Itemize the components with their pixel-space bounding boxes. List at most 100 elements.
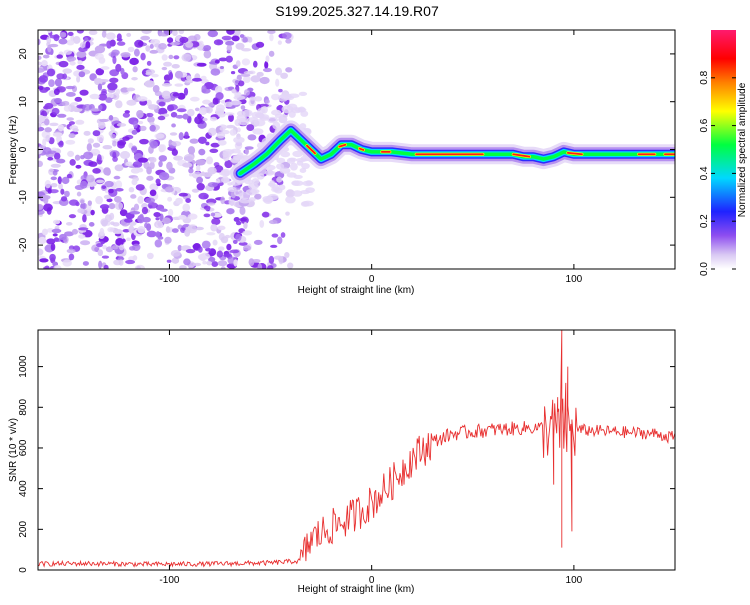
spectrogram-noise-blob: [219, 65, 225, 70]
spectrogram-noise-blob: [259, 219, 265, 228]
spectrogram-noise-blob: [98, 93, 108, 101]
spectrogram-noise-blob: [145, 71, 153, 76]
snr-background: [38, 330, 675, 570]
spectrogram-noise-blob: [256, 71, 264, 77]
spectrogram-noise-blob: [221, 35, 232, 41]
spectrogram-noise-blob: [102, 145, 113, 150]
spectrogram-noise-blob: [192, 243, 200, 249]
spectrogram-noise-blob: [171, 63, 180, 69]
spectrogram-noise-blob: [78, 234, 86, 239]
spectrogram-ridge-red: [306, 144, 316, 155]
colorbar-ticks: 0.0 0.2 0.4 0.6 0.8: [699, 70, 736, 276]
spectrogram-noise-blob: [241, 58, 251, 66]
spectrogram-noise-blob: [282, 32, 292, 40]
spectrogram-noise-blob: [61, 176, 70, 185]
spectrogram-noise-blob: [38, 67, 45, 73]
spectrogram-noise-blob: [220, 196, 226, 205]
spectrogram-noise-blob: [154, 133, 165, 139]
spectrogram-noise-blob: [125, 161, 133, 167]
spectrogram-noise-blob: [68, 133, 76, 139]
spectrogram-noise-blob: [138, 120, 144, 125]
spectrogram-noise-blob: [38, 38, 41, 46]
spectrogram-noise-blob: [275, 78, 280, 87]
spectrogram-noise-blob: [226, 243, 232, 251]
spectrogram-noise-blob: [234, 141, 243, 150]
spectrogram-noise-blob: [41, 60, 48, 67]
spectrogram-noise-blob: [115, 100, 123, 109]
spectrogram-noise-blob: [191, 188, 200, 193]
spectrogram-noise-blob: [172, 92, 179, 97]
spectrogram-noise-blob: [57, 176, 62, 185]
spectrogram-noise-blob: [196, 164, 201, 172]
spectrogram-noise-blob: [38, 122, 42, 128]
spectrogram-halo-blob: [215, 104, 225, 112]
spectrogram-noise-blob: [246, 124, 255, 132]
snr-series-line: [38, 330, 675, 568]
spectrogram-noise-blob: [163, 61, 172, 67]
spectrogram-noise-blob: [203, 50, 212, 59]
spectrogram-noise-blob: [113, 175, 121, 180]
spectrogram-noise-blob: [78, 227, 89, 231]
spectrogram-noise-blob: [196, 182, 205, 191]
spectrogram-noise-blob: [47, 30, 52, 33]
spectrogram-noise-blob: [129, 246, 136, 251]
spectrogram-noise-blob: [64, 190, 70, 198]
spectrogram-noise-blob: [49, 253, 56, 262]
spectrogram-noise-blob: [111, 245, 119, 250]
spectrogram-noise-blob: [44, 127, 52, 133]
spectrogram-noise-blob: [116, 123, 127, 127]
spectrogram-noise-blob: [79, 42, 86, 49]
spectrogram-noise-blob: [103, 264, 109, 269]
spectrogram-noise-blob: [53, 152, 61, 160]
spectrogram-noise-blob: [211, 261, 219, 267]
spectrogram-halo-blob: [257, 108, 266, 114]
spectrogram-noise-blob: [149, 49, 159, 54]
spectrogram-noise-blob: [122, 136, 130, 141]
spectrogram-noise-blob: [69, 61, 76, 66]
spectrogram-halo-blob: [269, 180, 276, 188]
spectrogram-noise-blob: [270, 244, 278, 248]
spectrogram-halo-blob: [265, 170, 275, 176]
spectrogram-noise-blob: [182, 203, 191, 212]
spectrogram-noise-blob: [38, 203, 44, 211]
spectrogram-noise-blob: [56, 113, 67, 118]
spectrogram-noise-blob: [189, 96, 200, 102]
spectrogram-halo-blob: [254, 96, 263, 102]
spectrogram-noise-blob: [235, 233, 242, 242]
spectrogram-halo-blob: [301, 163, 310, 170]
spectrogram-noise-blob: [280, 232, 286, 238]
spectrogram-noise-blob: [209, 148, 219, 154]
spectrogram-noise-blob: [96, 179, 105, 184]
spectrogram-noise-blob: [90, 148, 101, 156]
spectrogram-noise-blob: [208, 127, 217, 136]
spectrogram-noise-blob: [38, 209, 45, 215]
spectrogram-noise-blob: [56, 54, 63, 59]
spectrogram-noise-blob: [108, 188, 114, 194]
spectrogram-noise-blob: [126, 99, 137, 106]
spectrogram-noise-blob: [112, 156, 118, 162]
spectrogram-noise-blob: [104, 180, 114, 188]
colorbar-tick-label: 0.2: [699, 214, 710, 228]
spectrogram-halo-blob: [279, 167, 291, 174]
spectrogram-noise-blob: [268, 255, 275, 264]
snr-y-tick-label: 800: [18, 399, 29, 416]
spectrogram-noise-blob: [42, 138, 47, 147]
spectrogram-noise-blob: [63, 105, 72, 112]
spectrogram-noise-blob: [278, 88, 283, 93]
spectrogram-noise-blob: [38, 114, 46, 124]
spectrogram-noise-blob: [155, 178, 161, 185]
spectrogram-noise-blob: [188, 167, 194, 174]
spectrogram-noise-blob: [149, 156, 157, 163]
spectrogram-noise-blob: [225, 124, 236, 129]
spectrogram-noise-blob: [159, 208, 168, 212]
spectrogram-noise-blob: [206, 232, 216, 236]
spectrogram-noise-blob: [210, 212, 216, 217]
spectrogram-noise-blob: [60, 196, 68, 202]
spectrogram-noise-blob: [107, 226, 115, 233]
spectrogram-noise-blob: [50, 163, 61, 168]
spectrogram-noise-blob: [47, 156, 54, 161]
spectrogram-noise-blob: [169, 41, 181, 46]
spectrogram-noise-blob: [171, 140, 182, 147]
spectrogram-halo-blob: [293, 174, 303, 179]
